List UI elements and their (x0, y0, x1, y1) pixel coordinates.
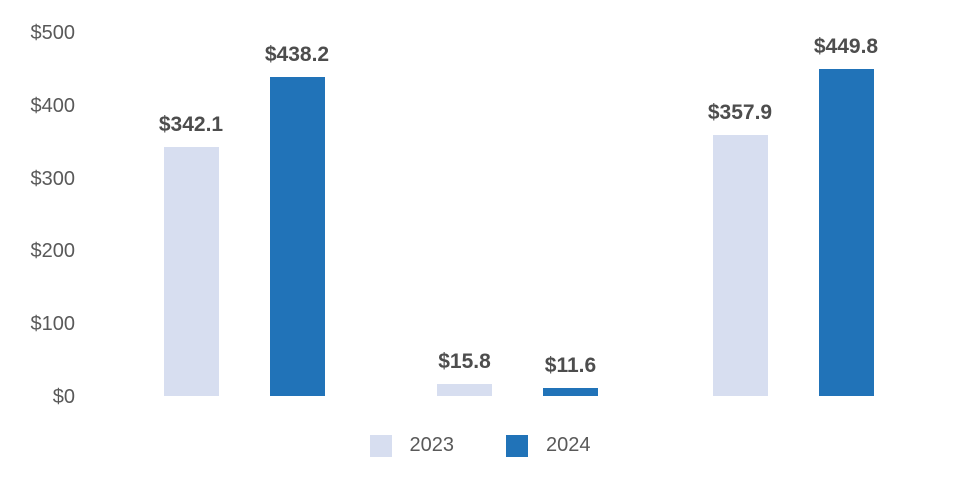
legend-label: 2023 (409, 434, 455, 456)
bar-value-label: $438.2 (264, 42, 330, 66)
y-tick-label: $400 (30, 94, 76, 117)
bar-value-label: $449.8 (813, 34, 879, 58)
bar-2023-group1 (163, 146, 219, 396)
bar-2024-group1 (269, 76, 325, 396)
bar-value-label: $342.1 (158, 112, 224, 136)
legend-swatch-icon (506, 434, 528, 457)
legend: 2023 2024 (0, 434, 960, 457)
bar-2023-group3 (712, 135, 768, 396)
bar-2024-group2 (543, 387, 598, 396)
legend-label: 2024 (546, 434, 591, 456)
legend-swatch-icon (369, 434, 392, 457)
bar-2024-group3 (818, 68, 874, 396)
bar-value-label: $357.9 (707, 101, 773, 125)
y-tick-label: $100 (30, 313, 76, 336)
y-tick-label: $300 (30, 167, 76, 190)
bar-2023-group2 (437, 384, 492, 396)
y-tick-label: $0 (52, 386, 75, 408)
legend-entry-2024: 2024 (506, 434, 591, 457)
y-tick-label: $200 (30, 240, 76, 263)
legend-entry-2023: 2023 (369, 434, 455, 457)
bar-value-label: $11.6 (544, 353, 597, 377)
y-tick-label: $500 (30, 22, 76, 44)
bar-value-label: $15.8 (438, 350, 491, 374)
